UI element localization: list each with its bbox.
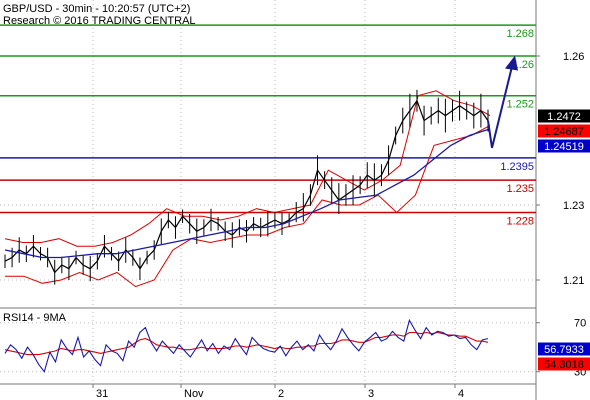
forecast-arrow (487, 55, 518, 149)
level-label: 1.2395 (500, 161, 534, 173)
price-badge-label: 1.2472 (547, 111, 581, 123)
rsi-panel-title: RSI14 - 9MA (3, 312, 67, 324)
price-badge-bg (538, 109, 590, 123)
moving-average (4, 128, 489, 259)
rsi-ma-line (4, 331, 489, 356)
bollinger-lower-line (5, 125, 491, 288)
date-tick-label: 3 (368, 388, 374, 400)
date-tick-label: 31 (96, 388, 108, 400)
chart-title: GBP/USD - 30min - 10:20:57 (UTC+2) (3, 3, 190, 15)
rsi-series (4, 318, 489, 373)
price-badges: 1.2472 1.24687 1.24519 56.7933 54.3018 (538, 109, 590, 371)
chart-copyright: Research © 2016 TRADING CENTRAL (3, 15, 196, 27)
level-label: 1.26 (513, 59, 534, 71)
level-label: 1.228 (506, 216, 534, 228)
forecast-arrow-head (505, 55, 518, 71)
price-line (4, 99, 489, 274)
rsi-badge-bg (538, 342, 590, 356)
rsi-tick-label: 70 (574, 318, 586, 330)
price-badge-label: 1.24687 (544, 126, 584, 138)
price-badge-bg (538, 124, 590, 138)
rsi-badge-bg (538, 357, 590, 371)
bollinger-bands (4, 90, 491, 288)
forecast-arrow-path (487, 66, 513, 149)
panel-frames (0, 0, 537, 400)
rsi-badge-label: 56.7933 (544, 344, 584, 356)
date-tick-label: 4 (458, 388, 464, 400)
level-lines: 1.268 1.26 1.252 1.2395 1.235 1.228 (0, 24, 536, 228)
level-label: 1.268 (506, 28, 534, 40)
price-tick-label: 1.21 (563, 275, 584, 287)
price-series (4, 89, 489, 285)
price-tick-label: 1.26 (563, 51, 584, 63)
price-badge-label: 1.24519 (544, 141, 584, 153)
price-tick-label: 1.23 (563, 200, 584, 212)
bollinger-upper-line (4, 90, 491, 247)
level-label: 1.235 (506, 183, 534, 195)
date-tick-label: 2 (278, 388, 284, 400)
date-tick-label: Nov (184, 388, 204, 400)
level-label: 1.252 (506, 99, 534, 111)
rsi-badge-label: 54.3018 (544, 359, 584, 371)
rsi-line (4, 318, 489, 373)
grid-lines (0, 0, 536, 384)
price-badge-bg (538, 139, 590, 153)
moving-average-line (4, 128, 489, 259)
